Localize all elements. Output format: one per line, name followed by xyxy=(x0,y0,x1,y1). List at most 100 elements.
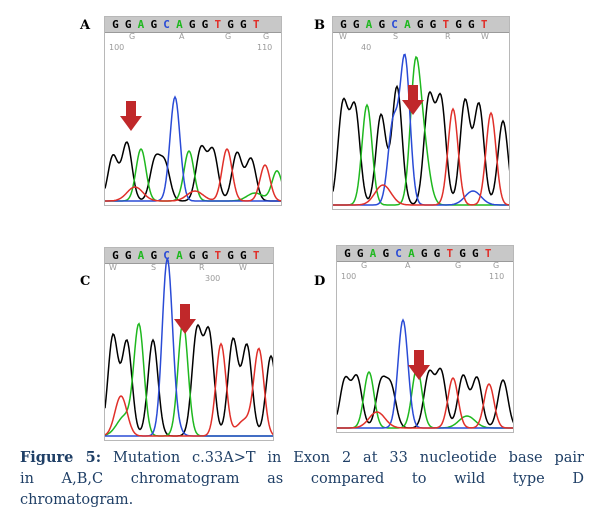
sequence-base: G xyxy=(356,247,364,260)
position-marker: 100 xyxy=(341,272,357,281)
sequence-base: G xyxy=(124,249,132,262)
trace-a xyxy=(105,320,273,437)
sequence-base: G xyxy=(124,18,132,31)
base-calls: W S R W xyxy=(333,32,509,44)
sequence-base: A xyxy=(365,18,373,31)
position-marker: 40 xyxy=(361,43,372,52)
base-calls: W S R W xyxy=(105,263,273,275)
sequence-base: G xyxy=(188,18,196,31)
trace-t xyxy=(105,147,281,202)
sequence-base: T xyxy=(252,249,260,262)
sequence-base: G xyxy=(459,247,466,260)
sequence-base: C xyxy=(163,249,170,262)
sequence-base: A xyxy=(137,18,145,31)
call: G xyxy=(225,32,232,41)
caption-line-3: chromatogram. xyxy=(20,492,134,508)
sequence-base: T xyxy=(446,247,454,260)
sequence-base: A xyxy=(137,249,145,262)
call: W xyxy=(109,263,117,272)
sequence-base: G xyxy=(112,249,119,262)
sequence-base: C xyxy=(395,247,402,260)
sequence-base: G xyxy=(188,249,196,262)
call: S xyxy=(151,263,157,272)
call: W xyxy=(481,32,489,41)
sequence-base: G xyxy=(201,18,209,31)
panel-label-a: A xyxy=(80,18,91,33)
sequence-base: G xyxy=(455,18,462,31)
sequence-base: A xyxy=(176,249,183,262)
sequence-base: G xyxy=(201,249,209,262)
trace-t xyxy=(337,376,513,429)
call: R xyxy=(445,32,451,41)
sequence-base: T xyxy=(442,18,450,31)
position-marker: 300 xyxy=(205,274,221,283)
position-marker: 110 xyxy=(489,272,505,281)
sequence-base: A xyxy=(176,18,183,31)
sequence-base: G xyxy=(382,247,390,260)
panel-label-d: D xyxy=(314,274,326,289)
caption-line-1: Figure 5: Mutation c.33A>T in Exon 2 at … xyxy=(20,447,584,469)
trace-a xyxy=(105,147,281,202)
sequence-base: A xyxy=(369,247,377,260)
panel-label-c: C xyxy=(80,274,91,289)
trace-g xyxy=(333,84,509,205)
trace-c xyxy=(105,95,281,202)
sequence-base: T xyxy=(484,247,492,260)
sequence-base: T xyxy=(214,249,222,262)
call: A xyxy=(405,261,411,270)
sequence-base: T xyxy=(480,18,488,31)
trace-t xyxy=(333,107,509,206)
call: W xyxy=(339,32,347,41)
call: A xyxy=(179,32,185,41)
arrow-icon xyxy=(120,101,142,131)
arrow-icon xyxy=(174,304,196,334)
call: S xyxy=(393,32,399,41)
sequence-base: G xyxy=(150,249,158,262)
sequence-base: G xyxy=(472,247,479,260)
base-calls: G A G G xyxy=(105,32,281,44)
sequence-base: G xyxy=(227,18,234,31)
trace-a xyxy=(337,366,513,429)
call: G xyxy=(263,32,270,41)
call: G xyxy=(493,261,500,270)
caption-label: Figure 5: xyxy=(20,449,102,466)
trace-g xyxy=(105,141,281,202)
call: R xyxy=(199,263,205,272)
sequence-base: G xyxy=(150,18,158,31)
arrow-icon xyxy=(402,85,424,115)
sequence-base: G xyxy=(433,247,441,260)
trace-plot xyxy=(333,53,509,206)
sequence-base: C xyxy=(163,18,170,31)
sequence-base: A xyxy=(408,247,415,260)
sequence-base: C xyxy=(391,18,398,31)
sequence-base: G xyxy=(112,18,119,31)
sequence-base: G xyxy=(227,249,234,262)
arrow-icon xyxy=(408,350,430,380)
sequence-base: G xyxy=(240,249,247,262)
sequence-base: G xyxy=(240,18,247,31)
sequence-base: G xyxy=(416,18,424,31)
call: G xyxy=(455,261,462,270)
trace-plot xyxy=(337,318,513,429)
sequence-base: T xyxy=(214,18,222,31)
sequence-base: G xyxy=(352,18,360,31)
caption-line-2: in A,B,C chromatogram as compared to wil… xyxy=(20,471,584,487)
call: W xyxy=(239,263,247,272)
figure-caption: Figure 5: Mutation c.33A>T in Exon 2 at … xyxy=(20,447,584,511)
sequence-base: G xyxy=(344,247,351,260)
sequence-base: G xyxy=(378,18,386,31)
trace-plot xyxy=(105,95,281,202)
base-calls: G A G G xyxy=(337,261,513,273)
call: G xyxy=(129,32,136,41)
sequence-base: G xyxy=(468,18,475,31)
position-marker: 110 xyxy=(257,43,273,52)
sequence-base: G xyxy=(340,18,347,31)
trace-plot xyxy=(105,257,273,437)
